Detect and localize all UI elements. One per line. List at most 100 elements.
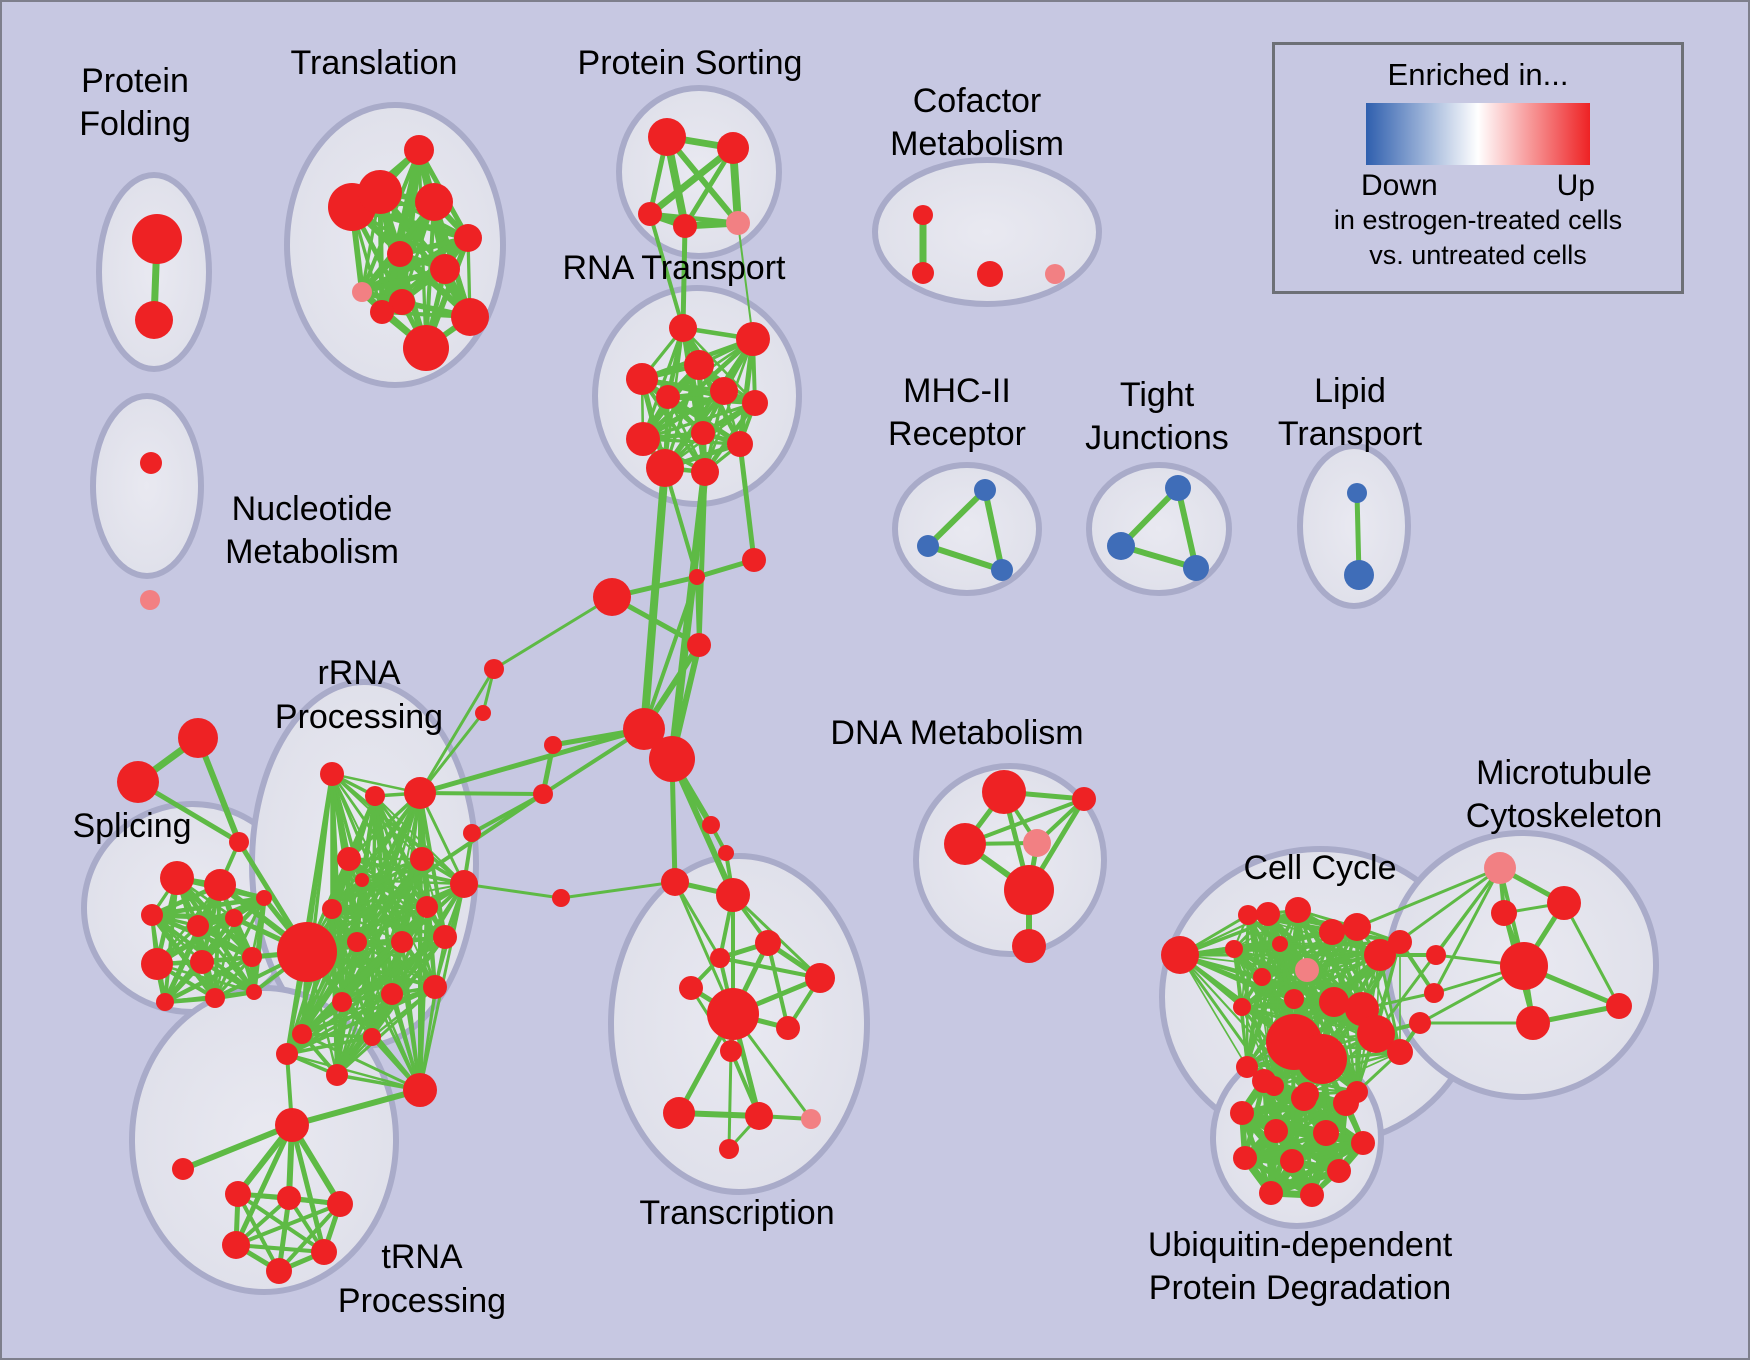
node-splicing-1[interactable] [204,869,236,901]
node-tx-12[interactable] [719,1139,739,1159]
node-tx-4[interactable] [679,976,703,1000]
node-bridge-1[interactable] [689,569,705,585]
node-tx-8[interactable] [720,1040,742,1062]
node-cc-19[interactable] [1297,1034,1347,1084]
node-translation-4[interactable] [454,224,482,252]
node-mhc-2[interactable] [991,559,1013,581]
node-tx-11[interactable] [801,1109,821,1129]
node-tx-3[interactable] [710,948,730,968]
node-ub-9[interactable] [1327,1159,1351,1183]
node-cc-7[interactable] [1388,930,1412,954]
node-dna-3[interactable] [1023,829,1051,857]
node-dna-0[interactable] [982,770,1026,814]
node-lipid-0[interactable] [1347,483,1367,503]
node-splicing-11[interactable] [246,984,262,1000]
node-bridge-6[interactable] [544,736,562,754]
node-rrna-12[interactable] [416,896,438,918]
node-rna-7[interactable] [626,422,660,456]
node-ub-1[interactable] [1291,1085,1317,1111]
node-ps-2[interactable] [638,202,662,226]
node-tight-2[interactable] [1183,555,1209,581]
node-cc-4[interactable] [1319,919,1345,945]
node-rrna-11[interactable] [322,899,342,919]
node-mhc-0[interactable] [974,479,996,501]
node-bridge-0[interactable] [593,578,631,616]
node-bridge-3[interactable] [687,633,711,657]
node-rrna-5[interactable] [410,847,434,871]
node-tx-5[interactable] [805,963,835,993]
node-ps-3[interactable] [673,214,697,238]
node-ub-8[interactable] [1280,1149,1304,1173]
node-splicing-9[interactable] [156,993,174,1011]
node-rrna-18[interactable] [276,1043,298,1065]
node-rrna-20[interactable] [403,1073,437,1107]
node-rrna-15[interactable] [423,975,447,999]
node-rna-3[interactable] [684,350,714,380]
node-mhc-1[interactable] [917,535,939,557]
node-tx-7[interactable] [776,1016,800,1040]
node-cc-14[interactable] [1319,987,1349,1017]
node-rrna-2[interactable] [404,777,436,809]
node-rrna-6[interactable] [450,870,478,898]
node-splicing-7[interactable] [190,950,214,974]
node-translation-10[interactable] [403,325,449,371]
node-dna-5[interactable] [1012,929,1046,963]
node-rna-1[interactable] [736,322,770,356]
node-bridge-7[interactable] [533,784,553,804]
node-bridge-2[interactable] [742,548,766,572]
node-rna-9[interactable] [727,431,753,457]
node-cc-16[interactable] [1357,1015,1395,1053]
node-ps-4[interactable] [726,211,750,235]
node-rna-10[interactable] [646,449,684,487]
node-cc-0[interactable] [1161,936,1199,974]
node-rrna-10[interactable] [433,925,457,949]
node-tx-10[interactable] [745,1102,773,1130]
node-tx-0[interactable] [661,868,689,896]
node-trna-7[interactable] [266,1258,292,1284]
node-bridge-12[interactable] [484,659,504,679]
node-tx-6[interactable] [707,988,759,1040]
node-rna-4[interactable] [710,377,738,405]
node-tx-9[interactable] [663,1097,695,1129]
node-bridge-11[interactable] [552,889,570,907]
node-rna-8[interactable] [691,421,715,445]
node-rna-5[interactable] [742,390,768,416]
node-nucleotide-1[interactable] [140,590,160,610]
node-trna-2[interactable] [225,1181,251,1207]
node-pf-1[interactable] [135,301,173,339]
node-ub-6[interactable] [1351,1131,1375,1155]
node-splicing-6[interactable] [141,948,173,980]
node-mt-5[interactable] [1606,993,1632,1019]
node-cc-2[interactable] [1256,902,1280,926]
node-translation-9[interactable] [451,298,489,336]
node-cofactor-2[interactable] [977,261,1003,287]
node-bridge-14[interactable] [178,718,218,758]
node-translation-6[interactable] [430,254,460,284]
node-ub-2[interactable] [1333,1090,1359,1116]
node-tx-2[interactable] [755,930,781,956]
node-bridge-15[interactable] [117,761,159,803]
node-splicing-0[interactable] [160,861,194,895]
node-rrna-1[interactable] [365,786,385,806]
node-mt-2[interactable] [1491,900,1517,926]
node-cc-11[interactable] [1233,998,1251,1016]
node-rrna-17[interactable] [363,1028,381,1046]
node-cc-5[interactable] [1343,913,1371,941]
node-rrna-19[interactable] [326,1064,348,1086]
node-tx-1[interactable] [716,878,750,912]
node-rrna-7[interactable] [277,922,337,982]
node-bridge-16[interactable] [229,832,249,852]
node-translation-8[interactable] [389,289,415,315]
node-mt-6[interactable] [1426,945,1446,965]
node-cc-8[interactable] [1225,940,1243,958]
node-rna-11[interactable] [691,458,719,486]
node-bridge-5[interactable] [649,736,695,782]
node-bridge-8[interactable] [463,824,481,842]
node-splicing-3[interactable] [256,890,272,906]
node-tight-1[interactable] [1107,532,1135,560]
node-ub-0[interactable] [1252,1069,1276,1093]
node-translation-11[interactable] [370,300,394,324]
node-lipid-1[interactable] [1344,560,1374,590]
node-ub-5[interactable] [1313,1120,1339,1146]
node-cofactor-3[interactable] [1045,264,1065,284]
